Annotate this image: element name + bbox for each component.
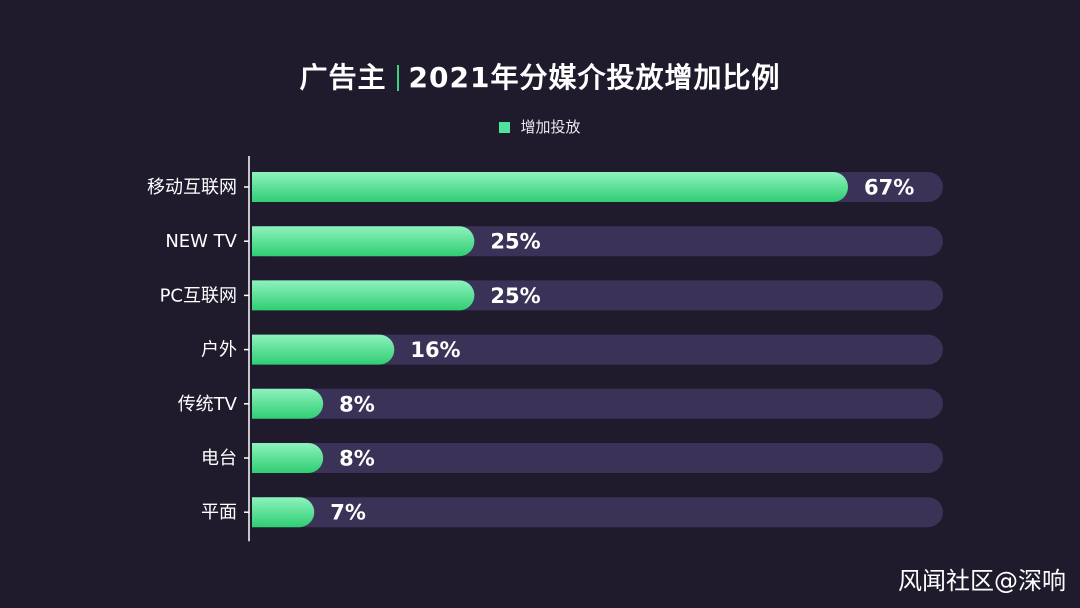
category-label: NEW TV xyxy=(165,231,237,252)
category-label: 传统TV xyxy=(178,394,238,415)
value-label: 25% xyxy=(490,230,540,254)
category-label: PC互联网 xyxy=(160,285,237,306)
bar xyxy=(252,334,395,365)
bar-track xyxy=(252,334,943,365)
legend-swatch xyxy=(499,122,511,133)
bar xyxy=(252,443,324,473)
bar-track xyxy=(252,497,943,528)
category-label: 移动互联网 xyxy=(147,177,237,198)
bar xyxy=(252,280,475,311)
category-label: 户外 xyxy=(201,340,237,361)
value-label: 8% xyxy=(339,392,375,416)
chart-title-part1: 广告主 xyxy=(299,61,387,94)
value-label: 7% xyxy=(330,501,366,525)
bar-track xyxy=(252,443,943,473)
title-separator xyxy=(396,65,399,91)
legend-label: 增加投放 xyxy=(520,118,581,136)
value-label: 25% xyxy=(490,284,540,308)
bar-track xyxy=(252,388,943,419)
value-label: 8% xyxy=(339,447,375,471)
category-label: 平面 xyxy=(201,502,237,523)
bar xyxy=(252,388,324,419)
watermark: 风闻社区@深响 xyxy=(898,567,1066,595)
bar xyxy=(252,497,315,528)
bar xyxy=(252,226,475,257)
legend: 增加投放 xyxy=(0,116,1080,137)
bar xyxy=(252,172,848,202)
category-label: 电台 xyxy=(201,448,237,469)
chart-title: 广告主 2021年分媒介投放增加比例 xyxy=(0,56,1080,96)
value-label: 67% xyxy=(864,176,914,200)
value-label: 16% xyxy=(410,338,460,362)
chart-title-part2: 2021年分媒介投放增加比例 xyxy=(408,61,781,94)
